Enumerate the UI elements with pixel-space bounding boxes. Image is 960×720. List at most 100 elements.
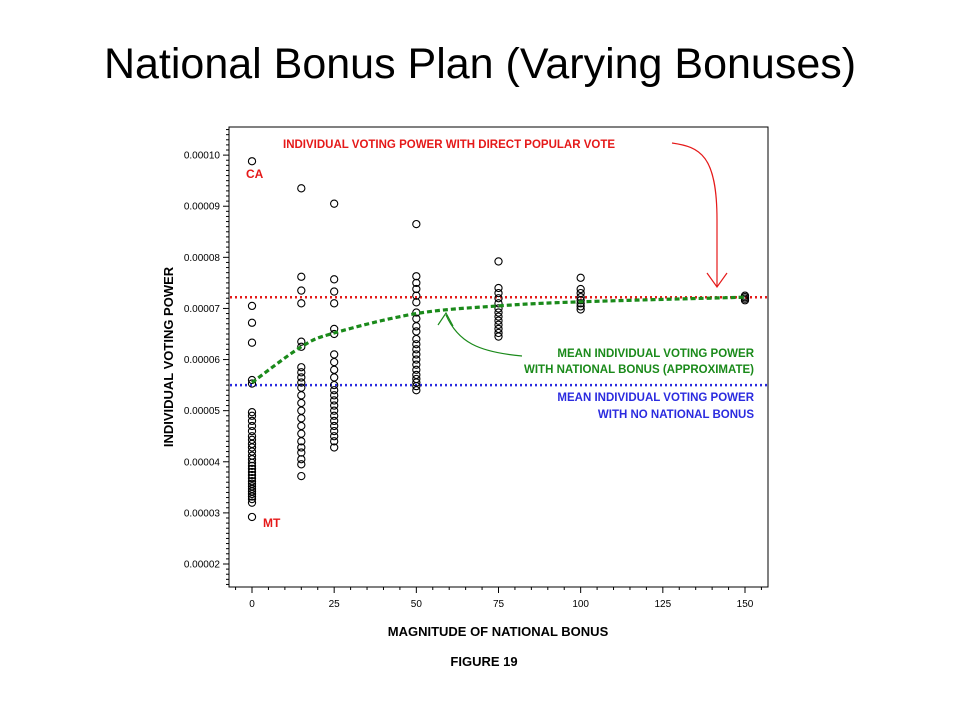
data-point	[330, 329, 339, 339]
no-bonus-annotation: WITH NO NATIONAL BONUS	[598, 409, 754, 421]
data-point	[494, 304, 503, 313]
data-point	[247, 379, 257, 388]
data-point	[297, 421, 306, 431]
y-tick-label: 0.00008	[184, 253, 221, 264]
data-point	[576, 296, 585, 305]
figure-caption: FIGURE 19	[450, 654, 517, 669]
data-point	[412, 322, 421, 331]
national-bonus-arrowhead	[437, 311, 454, 327]
data-point	[412, 284, 421, 294]
data-point	[576, 299, 585, 308]
slide-title: National Bonus Plan (Varying Bonuses)	[103, 40, 857, 88]
data-point	[297, 363, 306, 372]
data-point	[412, 327, 421, 336]
data-point	[740, 296, 750, 305]
x-tick-label: 150	[737, 599, 754, 610]
data-point	[330, 421, 339, 431]
y-tick-label: 0.00009	[184, 202, 221, 213]
no-bonus-annotation: MEAN INDIVIDUAL VOTING POWER	[557, 392, 754, 404]
data-point	[247, 443, 257, 452]
data-point	[297, 429, 306, 438]
data-point	[330, 437, 339, 446]
national-bonus-annotation: WITH NATIONAL BONUS (APPROXIMATE)	[524, 364, 754, 376]
data-point	[247, 467, 257, 477]
data-point	[247, 157, 257, 166]
data-point	[297, 460, 306, 469]
data-point	[330, 411, 339, 420]
x-tick-label: 50	[411, 599, 423, 610]
state-label-mt: MT	[263, 516, 281, 530]
data-point	[412, 386, 421, 395]
data-point	[247, 498, 257, 507]
data-point	[412, 298, 421, 307]
data-point	[494, 299, 503, 308]
data-point	[330, 365, 339, 374]
y-tick-label: 0.00005	[184, 406, 221, 417]
data-point	[297, 184, 306, 193]
data-point	[494, 257, 503, 266]
data-point	[297, 398, 306, 408]
data-point	[297, 337, 306, 346]
x-tick-label: 100	[572, 599, 589, 610]
data-point	[330, 287, 339, 296]
data-point	[247, 408, 257, 417]
data-point	[297, 406, 306, 415]
data-point	[330, 275, 339, 284]
data-point	[297, 437, 306, 446]
data-point	[297, 455, 306, 464]
data-point	[412, 272, 421, 281]
data-point	[247, 489, 257, 499]
data-point	[247, 512, 257, 522]
data-point	[330, 391, 339, 400]
data-point	[494, 288, 503, 298]
data-point	[412, 365, 421, 374]
data-point	[297, 299, 306, 308]
data-point	[297, 471, 306, 481]
data-point	[412, 291, 421, 300]
data-point	[412, 278, 421, 288]
data-point	[247, 416, 257, 426]
data-point	[247, 455, 257, 464]
data-point	[576, 305, 585, 314]
data-point	[297, 378, 306, 387]
data-point	[247, 470, 257, 480]
data-point	[494, 308, 503, 317]
data-point	[412, 360, 421, 369]
data-point	[330, 380, 339, 390]
data-point	[330, 406, 339, 415]
data-point	[330, 443, 339, 452]
y-tick-label: 0.00002	[184, 560, 221, 571]
data-point	[330, 432, 339, 441]
data-point	[494, 283, 503, 293]
data-point	[494, 312, 503, 321]
data-point	[494, 328, 503, 338]
data-point	[247, 458, 257, 467]
y-tick-label: 0.00006	[184, 355, 221, 366]
data-point	[247, 473, 257, 483]
direct-vote-arrow	[671, 142, 718, 286]
national-bonus-annotation: MEAN INDIVIDUAL VOTING POWER	[557, 348, 754, 360]
data-point	[297, 286, 306, 295]
data-point	[412, 355, 421, 364]
y-axis-title: INDIVIDUAL VOTING POWER	[161, 266, 176, 447]
data-point	[297, 373, 306, 382]
data-point	[494, 320, 503, 329]
data-point	[412, 219, 421, 229]
data-point	[247, 411, 257, 420]
data-point	[330, 350, 339, 359]
data-point	[412, 340, 421, 349]
data-point	[297, 342, 306, 351]
data-point	[247, 461, 257, 471]
data-point	[297, 414, 306, 423]
state-label-ca: CA	[246, 167, 264, 181]
x-tick-label: 0	[249, 599, 255, 610]
y-tick-label: 0.00010	[184, 151, 221, 162]
data-point	[330, 426, 339, 436]
data-point	[247, 492, 257, 501]
data-point	[330, 299, 339, 308]
data-point	[247, 338, 257, 347]
data-point	[494, 294, 503, 303]
data-point	[412, 350, 421, 359]
direct-vote-annotation: INDIVIDUAL VOTING POWER WITH DIRECT POPU…	[283, 139, 615, 151]
